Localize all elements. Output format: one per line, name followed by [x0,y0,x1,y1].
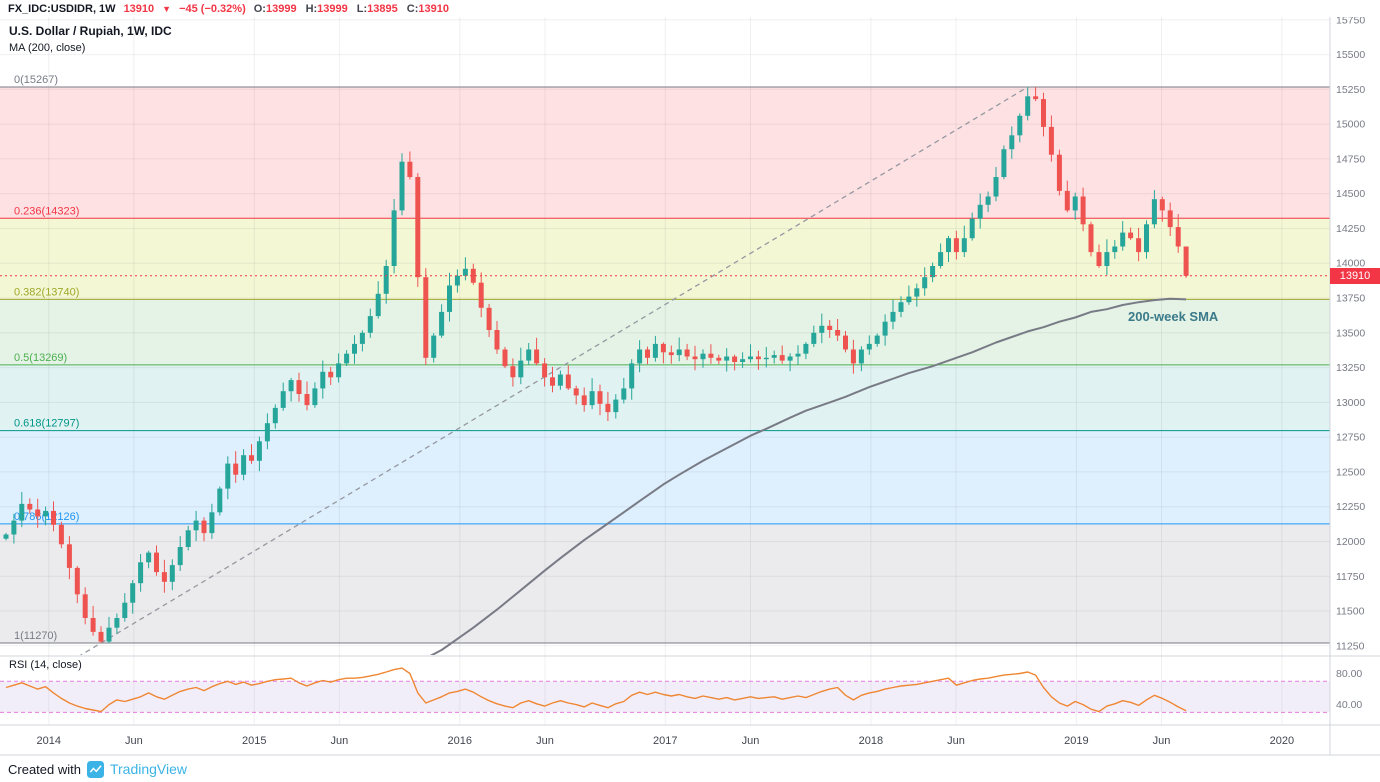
svg-text:15500: 15500 [1336,49,1365,61]
rsi-band [0,681,1330,713]
tradingview-logo-icon[interactable] [86,760,104,778]
svg-text:14000: 14000 [1336,258,1365,270]
last-price-badge: 13910 [1330,268,1380,284]
ohlc-values: O:13999 H:13999 L:13895 C:13910 [254,3,449,15]
grid-lines [0,17,1330,725]
chart-legend: U.S. Dollar / Rupiah, 1W, IDC MA (200, c… [9,24,172,54]
time-axis[interactable]: 2014 Jun 2015 Jun 2016 Jun 2017 Jun 2018 Jun 2019 J… [37,735,1295,747]
rsi-legend[interactable]: RSI (14, close) [9,659,82,671]
open-label: O: [253,2,266,15]
svg-text:12000: 12000 [1336,536,1365,548]
pane-separators [0,0,1380,756]
svg-text:0.236(14323): 0.236(14323) [14,205,79,217]
svg-text:2015: 2015 [242,735,266,747]
svg-text:2020: 2020 [1270,735,1294,747]
price-axis[interactable]: 15750 15500 15250 15000 14750 14500 14250 14000… [1336,14,1365,711]
legend-symbol-title[interactable]: U.S. Dollar / Rupiah, 1W, IDC [9,24,172,38]
svg-text:13500: 13500 [1336,327,1365,339]
rsi-line [5,667,1187,713]
svg-text:2017: 2017 [653,735,677,747]
svg-text:0.5(13269): 0.5(13269) [14,352,67,364]
high-pair: H:13999 [306,3,348,15]
svg-text:Jun: Jun [536,735,554,747]
svg-text:0.786(12126): 0.786(12126) [14,511,79,523]
tradingview-brand[interactable]: TradingView [109,761,188,777]
svg-text:0(15267): 0(15267) [14,74,58,86]
sma-line[interactable] [426,297,1187,659]
svg-text:2016: 2016 [448,735,472,747]
close-value: 13910 [418,2,449,15]
price-change: −45 (−0.32%) [179,2,246,15]
svg-text:Jun: Jun [125,735,143,747]
svg-text:12250: 12250 [1336,501,1365,513]
svg-text:Jun: Jun [331,735,349,747]
svg-text:80.00: 80.00 [1336,668,1362,680]
svg-text:15750: 15750 [1336,14,1365,26]
last-price-value: 13910 [123,2,155,15]
close-label: C: [406,2,419,15]
svg-text:14500: 14500 [1336,188,1365,200]
svg-text:13750: 13750 [1336,293,1365,305]
fib-retracement-tool[interactable]: 0(15267) 0.236(14323) 0.382(13740) 0.5(1326… [0,74,1330,644]
created-with-text: Created with [8,761,81,777]
legend-ma-indicator[interactable]: MA (200, close) [9,42,86,54]
svg-text:14750: 14750 [1336,153,1365,165]
svg-text:Jun: Jun [1153,735,1171,747]
svg-text:15250: 15250 [1336,84,1365,96]
svg-text:2014: 2014 [37,735,61,747]
svg-text:14250: 14250 [1336,223,1365,235]
svg-text:11250: 11250 [1336,640,1365,652]
svg-text:15000: 15000 [1336,119,1365,131]
close-pair: C:13910 [407,3,449,15]
svg-text:13250: 13250 [1336,362,1365,374]
svg-text:0.382(13740): 0.382(13740) [14,286,79,298]
svg-text:12750: 12750 [1336,432,1365,444]
footer-attribution: Created with TradingView [0,756,1380,782]
open-pair: O:13999 [254,3,297,15]
trend-line[interactable] [55,86,1029,671]
svg-text:13000: 13000 [1336,397,1365,409]
svg-text:0.618(12797): 0.618(12797) [14,418,79,430]
low-pair: L:13895 [357,3,398,15]
low-label: L: [356,2,368,15]
change-direction-icon: ▼ [162,3,172,14]
sma-annotation: 200-week SMA [1128,309,1219,324]
candles[interactable] [3,87,1189,643]
svg-text:12500: 12500 [1336,466,1365,478]
svg-text:1(11270): 1(11270) [14,630,57,642]
high-label: H: [305,2,318,15]
symbol-name[interactable]: FX_IDC:USDIDR, 1W [8,2,116,15]
open-value: 13999 [265,2,297,15]
svg-text:40.00: 40.00 [1336,699,1362,711]
svg-text:11750: 11750 [1336,571,1365,583]
svg-text:Jun: Jun [947,735,965,747]
svg-text:Jun: Jun [742,735,760,747]
svg-text:11500: 11500 [1336,606,1365,618]
low-value: 13895 [367,2,398,15]
symbol-info-bar: FX_IDC:USDIDR, 1W 13910 ▼ −45 (−0.32%) O… [0,0,1380,17]
svg-text:2018: 2018 [859,735,883,747]
high-value: 13999 [317,2,348,15]
svg-text:2019: 2019 [1064,735,1088,747]
